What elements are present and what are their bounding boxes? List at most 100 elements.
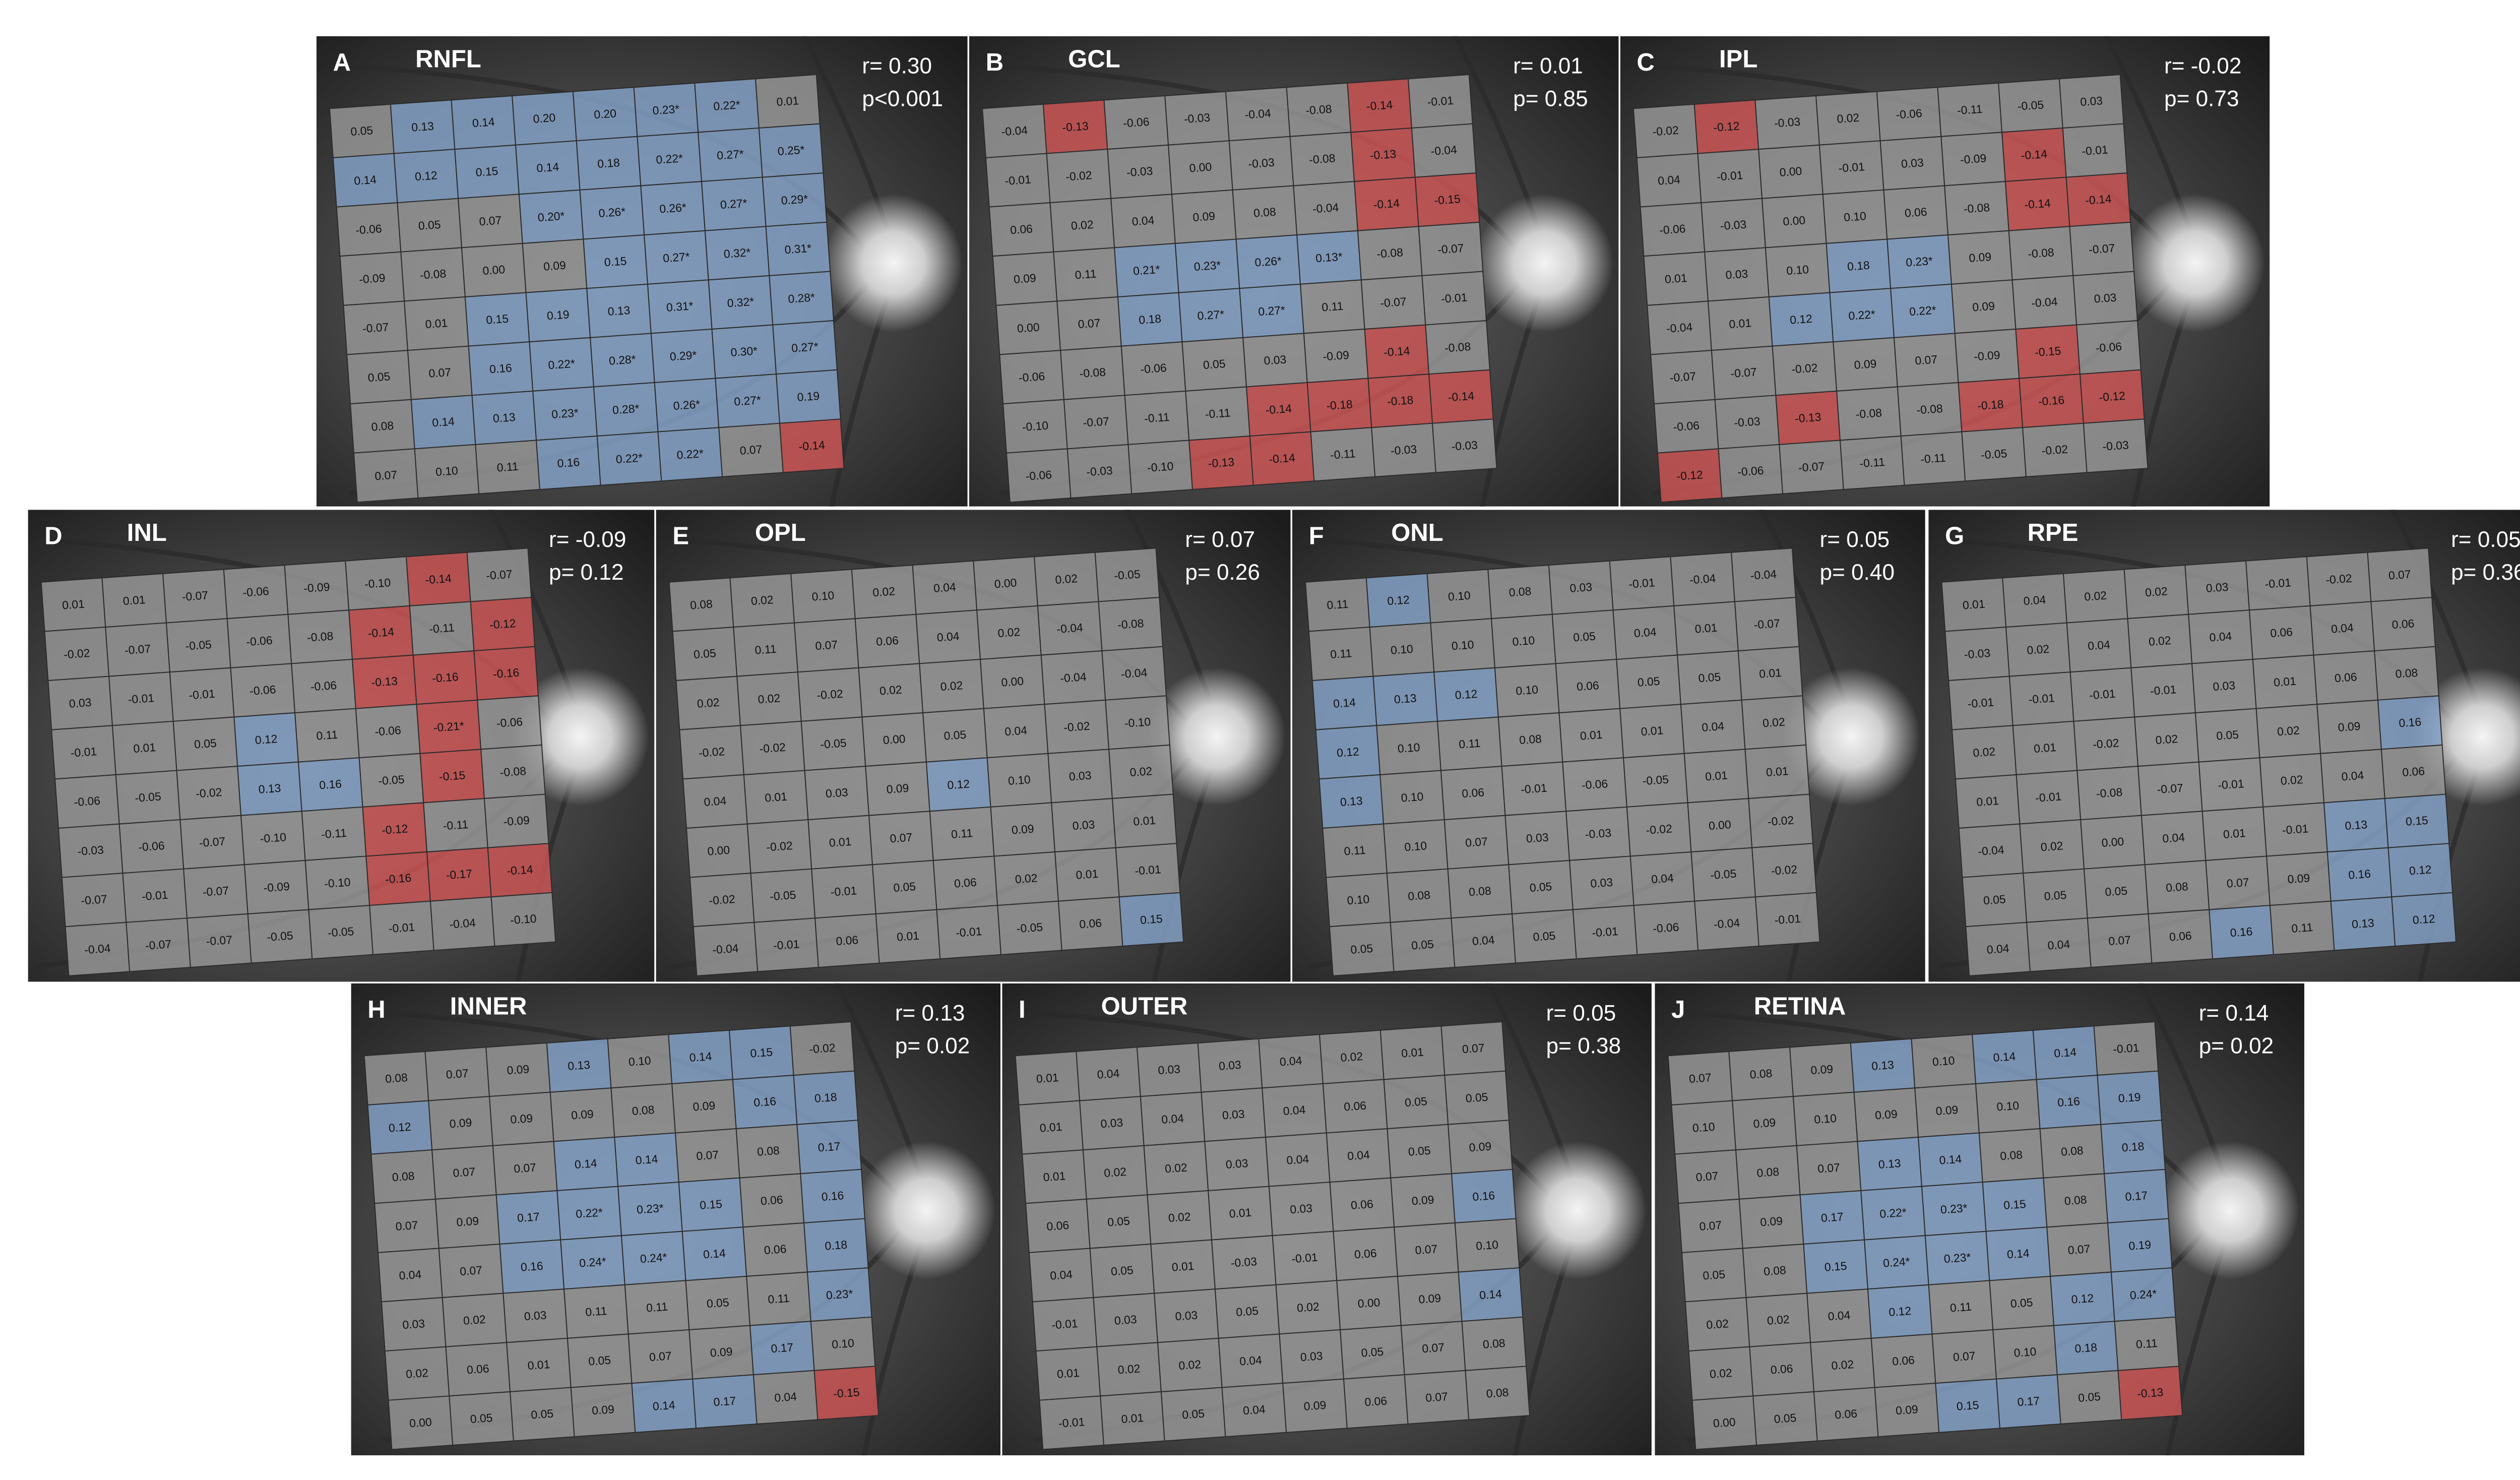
r-value: r= 0.14 xyxy=(2199,1001,2269,1025)
cell xyxy=(2083,418,2149,473)
cell-value: 0.02 xyxy=(1709,1366,1732,1381)
cell-value: 0.23* xyxy=(1906,254,1933,269)
cell-value: -0.01 xyxy=(141,888,168,903)
cell-value: 0.07 xyxy=(446,1067,469,1081)
cell-value: -0.12 xyxy=(2099,389,2126,404)
cell-value: 0.01 xyxy=(776,94,799,108)
cell-value: 0.32* xyxy=(723,245,751,261)
cell-value: 0.07 xyxy=(395,1218,418,1233)
cell-value: 0.02 xyxy=(1837,111,1860,126)
cell-value: -0.01 xyxy=(1427,94,1454,109)
cell-value: -0.01 xyxy=(2035,789,2062,805)
cell-value: 0.12 xyxy=(947,777,970,791)
cell-value: -0.04 xyxy=(1750,567,1777,582)
cell-value: 0.01 xyxy=(764,790,787,805)
cell-value: 0.24* xyxy=(579,1255,606,1270)
cell-value: -0.05 xyxy=(378,773,405,788)
cell-value: -0.01 xyxy=(388,920,415,936)
cell-value: 0.26* xyxy=(1254,254,1282,269)
cell-value: 0.06 xyxy=(2402,764,2425,779)
cell-value: 0.16 xyxy=(489,361,512,376)
cell-value: 0.03 xyxy=(1175,1308,1198,1323)
cell-value: 0.14 xyxy=(1333,696,1356,710)
cell-value: -0.03 xyxy=(1720,218,1747,233)
cell-value: 0.18 xyxy=(1847,259,1870,273)
cell-value: -0.02 xyxy=(809,1041,836,1056)
cell-value: -0.04 xyxy=(1430,143,1458,158)
cell-value: -0.10 xyxy=(510,912,537,927)
cell-value: 0.02 xyxy=(1117,1362,1141,1376)
cell-value: 0.05 xyxy=(943,728,967,743)
cell-value: 0.05 xyxy=(1529,880,1552,894)
cell-value: 0.21* xyxy=(1132,263,1160,278)
optic-disc xyxy=(511,667,650,806)
cell-value: -0.07 xyxy=(145,937,172,952)
cell-value: -0.08 xyxy=(2028,245,2055,261)
cell-value: 0.04 xyxy=(1283,1103,1306,1118)
r-value: r= 0.05 xyxy=(1546,1001,1616,1025)
cell-value: 0.04 xyxy=(1050,1268,1074,1282)
cell-value: 0.04 xyxy=(399,1268,422,1282)
cell-value: 0.20 xyxy=(533,111,556,126)
cell-value: -0.16 xyxy=(385,871,412,886)
cell-value: 0.07 xyxy=(1415,1242,1438,1257)
cell-value: 0.04 xyxy=(1633,625,1657,640)
cell-value: -0.08 xyxy=(1444,340,1471,355)
cell-value: 0.05 xyxy=(1110,1263,1133,1278)
cell-value: 0.08 xyxy=(1519,732,1542,747)
cell-value: 0.13 xyxy=(2345,818,2368,832)
cell-value: 0.11 xyxy=(1330,646,1352,661)
cell-value: -0.14 xyxy=(1265,402,1292,417)
cell-value: 0.05 xyxy=(693,646,716,661)
cell-value: 0.06 xyxy=(1770,1362,1793,1376)
cell-value: 0.13 xyxy=(2351,916,2374,931)
cell-value: -0.10 xyxy=(364,576,391,591)
cell-value: -0.01 xyxy=(2264,576,2292,591)
cell-value: -0.14 xyxy=(798,438,826,453)
r-value: r= 0.05 xyxy=(2451,527,2520,552)
cell-value: -0.01 xyxy=(1838,160,1865,175)
cell-value: -0.11 xyxy=(1144,410,1170,425)
cell-value: -0.18 xyxy=(1326,397,1353,412)
cell-value: 0.09 xyxy=(1011,822,1034,837)
cell-value: 0.02 xyxy=(2155,732,2178,747)
cell-value: -0.02 xyxy=(1646,822,1673,837)
cell-value: 0.09 xyxy=(1469,1139,1492,1154)
cell-value: 0.01 xyxy=(1758,666,1782,681)
cell-value: 0.02 xyxy=(1762,715,1785,730)
cell-value: 0.22* xyxy=(576,1205,603,1220)
cell-value: 0.01 xyxy=(1043,1169,1066,1184)
cell-value: 0.03 xyxy=(1526,830,1549,845)
cell-value: 0.13* xyxy=(1315,250,1343,265)
cell-value: -0.03 xyxy=(1964,646,1991,661)
cell-value: 0.07 xyxy=(1688,1071,1712,1085)
cell-value: 0.31* xyxy=(784,241,812,257)
cell-value: 0.05 xyxy=(1465,1090,1488,1105)
cell-value: 0.10 xyxy=(1447,589,1471,603)
cell-value: 0.05 xyxy=(1404,1094,1427,1109)
cell-value: -0.14 xyxy=(2085,192,2112,207)
cell-value: -0.11 xyxy=(1957,102,1983,117)
grid: -0.02 -0.12 -0.03 0.02 -0.06 -0.11 -0.05 0.03 0.… xyxy=(1632,74,2149,503)
cell-value: 0.08 xyxy=(689,597,713,612)
cell xyxy=(2117,1366,2183,1421)
cell-value: 0.14 xyxy=(652,1398,676,1413)
cell-value: -0.06 xyxy=(496,715,523,730)
cell-value: -0.06 xyxy=(74,794,101,809)
cell-value: -0.08 xyxy=(1079,365,1106,381)
cell-value: 0.07 xyxy=(374,468,398,482)
cell-value: -0.02 xyxy=(195,785,222,800)
cell-value: 0.13 xyxy=(1878,1156,1901,1171)
cell-value: 0.05 xyxy=(1203,357,1226,372)
cell-value: 0.13 xyxy=(492,410,516,425)
cell-value: -0.06 xyxy=(1018,369,1045,385)
cell-value: -0.13 xyxy=(2136,1385,2164,1400)
panel-title: RPE xyxy=(2028,519,2078,546)
cell-value: 0.05 xyxy=(1698,670,1721,685)
cell-value: 0.00 xyxy=(1708,818,1731,832)
cell-value: -0.10 xyxy=(1022,419,1049,434)
cell-value: 0.01 xyxy=(122,593,146,607)
panel-title: INL xyxy=(127,519,167,546)
cell-value: -0.08 xyxy=(1916,402,1943,417)
cell-value: 0.01 xyxy=(1976,794,1999,809)
